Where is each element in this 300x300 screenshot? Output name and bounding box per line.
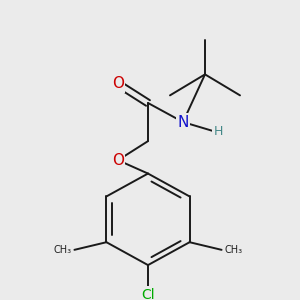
Text: H: H bbox=[213, 125, 223, 138]
Text: N: N bbox=[177, 115, 189, 130]
Text: O: O bbox=[112, 76, 124, 92]
Text: Cl: Cl bbox=[141, 288, 155, 300]
Text: O: O bbox=[112, 153, 124, 168]
Text: CH₃: CH₃ bbox=[225, 245, 243, 255]
Text: CH₃: CH₃ bbox=[53, 245, 71, 255]
